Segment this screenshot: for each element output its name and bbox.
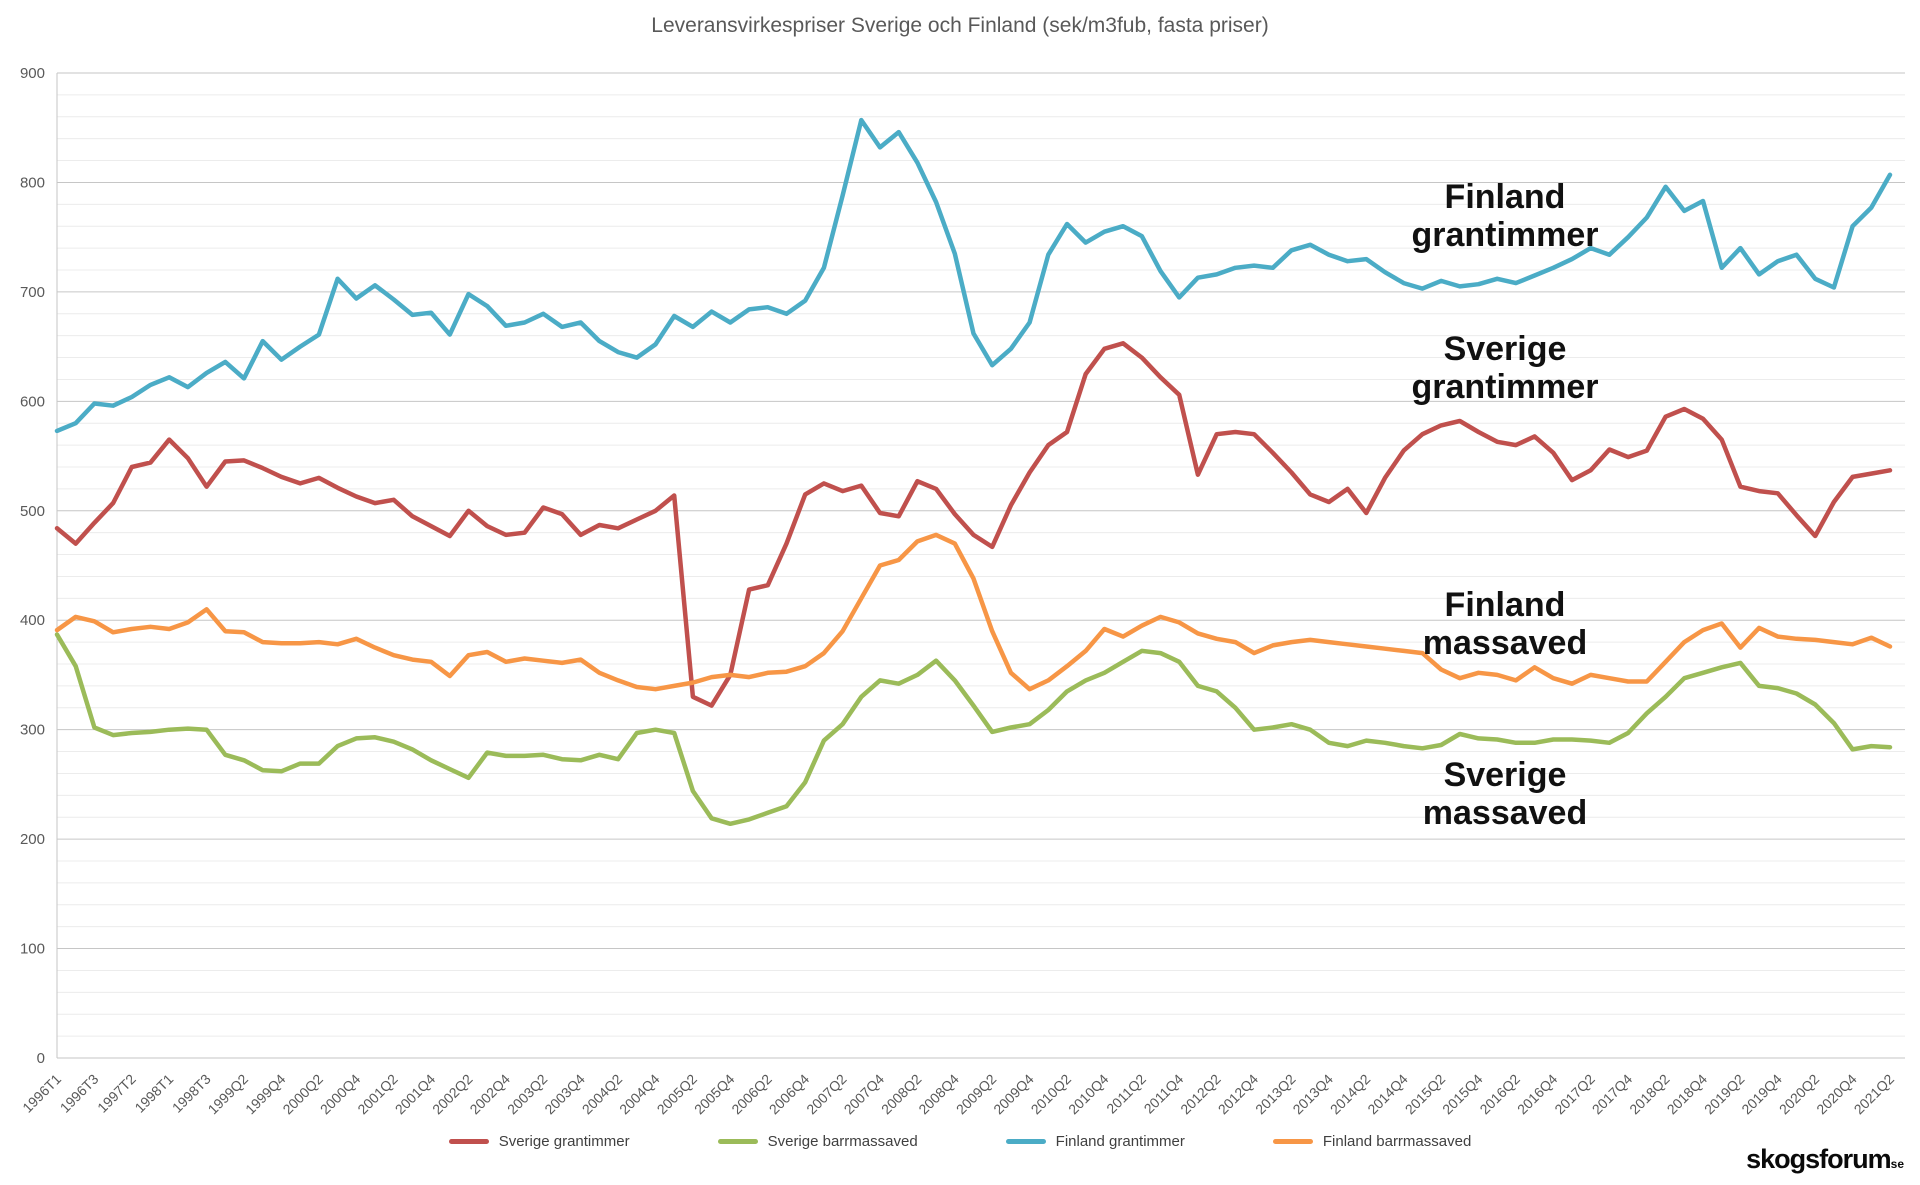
svg-text:2007Q2: 2007Q2 xyxy=(803,1071,850,1118)
watermark-skogsforum: skogsforumse xyxy=(1746,1144,1904,1175)
svg-text:2018Q4: 2018Q4 xyxy=(1664,1071,1711,1118)
svg-text:2016Q2: 2016Q2 xyxy=(1476,1071,1523,1118)
svg-text:2012Q4: 2012Q4 xyxy=(1215,1071,1262,1118)
annotation-line: Sverige xyxy=(1443,756,1567,794)
svg-text:2009Q4: 2009Q4 xyxy=(990,1071,1037,1118)
svg-text:700: 700 xyxy=(20,284,45,301)
annotation-line: grantimmer xyxy=(1411,216,1599,254)
annotation-line: Sverige xyxy=(1443,330,1567,368)
svg-text:2008Q2: 2008Q2 xyxy=(878,1071,925,1118)
watermark-brand: skogsforum xyxy=(1746,1144,1892,1174)
chart-title: Leveransvirkespriser Sverige och Finland… xyxy=(651,14,1269,37)
svg-text:2003Q2: 2003Q2 xyxy=(504,1071,551,1118)
svg-text:300: 300 xyxy=(20,722,45,739)
annotation-finland-grantimmer: Finland grantimmer xyxy=(1315,178,1695,254)
svg-text:2007Q4: 2007Q4 xyxy=(841,1071,888,1118)
svg-text:2015Q4: 2015Q4 xyxy=(1439,1071,1486,1118)
svg-text:2003Q4: 2003Q4 xyxy=(541,1071,588,1118)
svg-text:2010Q4: 2010Q4 xyxy=(1065,1071,1112,1118)
annotation-line: massaved xyxy=(1422,794,1588,832)
svg-text:2006Q2: 2006Q2 xyxy=(728,1071,775,1118)
svg-text:200: 200 xyxy=(20,831,45,848)
legend: Sverige grantimmer Sverige barrmassaved … xyxy=(0,1133,1920,1150)
svg-text:2011Q2: 2011Q2 xyxy=(1103,1071,1149,1117)
svg-text:2002Q2: 2002Q2 xyxy=(429,1071,476,1118)
svg-text:2017Q2: 2017Q2 xyxy=(1551,1071,1598,1118)
svg-text:2014Q2: 2014Q2 xyxy=(1327,1071,1374,1118)
svg-text:600: 600 xyxy=(20,393,45,410)
svg-text:400: 400 xyxy=(20,612,45,629)
svg-text:1996T1: 1996T1 xyxy=(19,1071,64,1116)
legend-label: Finland grantimmer xyxy=(1055,1133,1185,1150)
svg-text:1996T3: 1996T3 xyxy=(57,1071,102,1116)
svg-text:2013Q2: 2013Q2 xyxy=(1252,1071,1299,1118)
annotation-line: Finland xyxy=(1444,586,1566,624)
svg-text:2004Q4: 2004Q4 xyxy=(616,1071,663,1118)
legend-item-sverige-barrmassaved: Sverige barrmassaved xyxy=(717,1133,918,1150)
svg-text:2006Q4: 2006Q4 xyxy=(766,1071,813,1118)
annotation-sverige-grantimmer: Sverige grantimmer xyxy=(1315,330,1695,406)
svg-text:2012Q2: 2012Q2 xyxy=(1177,1071,1224,1118)
svg-text:1999Q4: 1999Q4 xyxy=(242,1071,289,1118)
svg-text:2014Q4: 2014Q4 xyxy=(1364,1071,1411,1118)
annotation-finland-massaved: Finland massaved xyxy=(1315,586,1695,662)
svg-text:2021Q2: 2021Q2 xyxy=(1851,1071,1898,1118)
svg-text:2004Q2: 2004Q2 xyxy=(579,1071,626,1118)
svg-text:2016Q4: 2016Q4 xyxy=(1514,1071,1561,1118)
legend-item-finland-barrmassaved: Finland barrmassaved xyxy=(1272,1133,1472,1150)
svg-text:2001Q2: 2001Q2 xyxy=(354,1071,401,1118)
svg-text:2005Q4: 2005Q4 xyxy=(691,1071,738,1118)
svg-text:0: 0 xyxy=(37,1050,45,1067)
svg-text:100: 100 xyxy=(20,941,45,958)
svg-text:2005Q2: 2005Q2 xyxy=(654,1071,701,1118)
legend-line-swatch-icon xyxy=(1272,1139,1313,1144)
svg-text:2000Q2: 2000Q2 xyxy=(279,1071,326,1118)
svg-text:500: 500 xyxy=(20,503,45,520)
svg-text:2019Q4: 2019Q4 xyxy=(1738,1071,1785,1118)
svg-text:1999Q2: 1999Q2 xyxy=(205,1071,252,1118)
svg-text:2020Q4: 2020Q4 xyxy=(1813,1071,1860,1118)
svg-text:2015Q2: 2015Q2 xyxy=(1402,1071,1449,1118)
svg-text:2008Q4: 2008Q4 xyxy=(915,1071,962,1118)
svg-text:2020Q2: 2020Q2 xyxy=(1776,1071,1823,1118)
watermark-tld: se xyxy=(1890,1157,1904,1171)
annotation-line: grantimmer xyxy=(1411,368,1599,406)
legend-line-swatch-icon xyxy=(1005,1139,1046,1144)
svg-text:2013Q4: 2013Q4 xyxy=(1289,1071,1336,1118)
svg-text:2002Q4: 2002Q4 xyxy=(466,1071,513,1118)
annotation-line: massaved xyxy=(1422,624,1588,662)
svg-text:1998T1: 1998T1 xyxy=(131,1071,176,1116)
annotation-line: Finland xyxy=(1444,178,1566,216)
legend-item-finland-grantimmer: Finland grantimmer xyxy=(1005,1133,1185,1150)
legend-line-swatch-icon xyxy=(717,1139,758,1144)
svg-text:2009Q2: 2009Q2 xyxy=(953,1071,1000,1118)
legend-line-swatch-icon xyxy=(448,1139,489,1144)
svg-text:2010Q2: 2010Q2 xyxy=(1028,1071,1075,1118)
annotation-sverige-massaved: Sverige massaved xyxy=(1315,756,1695,832)
svg-text:2000Q4: 2000Q4 xyxy=(317,1071,364,1118)
svg-text:2019Q2: 2019Q2 xyxy=(1701,1071,1748,1118)
svg-text:900: 900 xyxy=(20,65,45,82)
legend-label: Finland barrmassaved xyxy=(1322,1133,1472,1150)
legend-label: Sverige barrmassaved xyxy=(767,1133,918,1150)
svg-text:800: 800 xyxy=(20,174,45,191)
svg-text:2001Q4: 2001Q4 xyxy=(392,1071,439,1118)
legend-label: Sverige grantimmer xyxy=(498,1133,630,1150)
svg-text:2018Q2: 2018Q2 xyxy=(1626,1071,1673,1118)
legend-item-sverige-grantimmer: Sverige grantimmer xyxy=(448,1133,630,1150)
svg-text:2017Q4: 2017Q4 xyxy=(1589,1071,1636,1118)
svg-text:1997T2: 1997T2 xyxy=(94,1071,139,1116)
